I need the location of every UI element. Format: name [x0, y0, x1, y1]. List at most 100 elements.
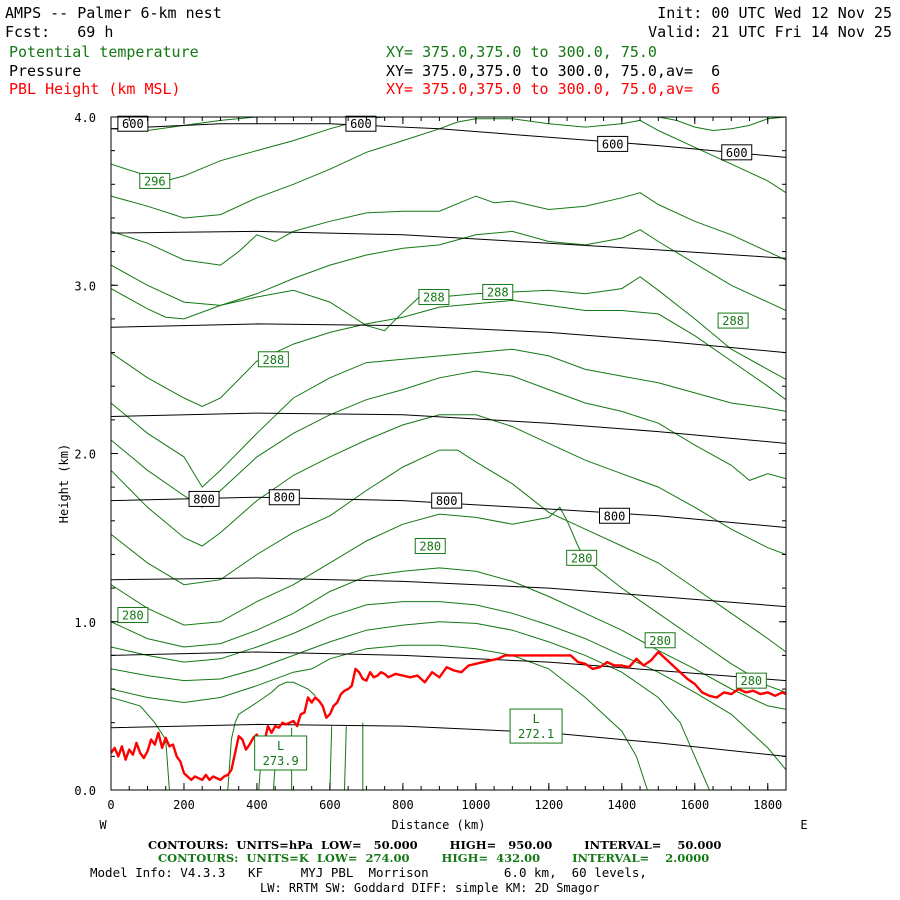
- x-tick-label-9: 1800: [753, 798, 782, 812]
- theta-label-0-text: 296: [144, 174, 166, 188]
- x-tick-label-4: 800: [392, 798, 414, 812]
- pressure-label-1: 600: [345, 115, 377, 132]
- y-tick-label-2: 2.0: [74, 448, 96, 462]
- pressure-label-4-box: [188, 490, 220, 507]
- theta-label-2-box: [482, 283, 514, 300]
- field-pbl-height: PBL Height (km MSL): [9, 80, 181, 98]
- theta-contour-15: [111, 621, 710, 790]
- pressure-label-3: 600: [721, 144, 753, 161]
- pressure-label-0-text: 600: [122, 117, 144, 131]
- x-tick-label-3: 600: [319, 798, 341, 812]
- plot-area: [111, 117, 786, 790]
- model-title: AMPS -- Palmer 6-km nest: [5, 4, 222, 22]
- theta-label-4-text: 288: [263, 353, 285, 367]
- footer-theta-contours: CONTOURS: UNITS=K LOW= 274.00 HIGH= 432.…: [158, 851, 710, 865]
- extremum-box-0: [509, 708, 563, 744]
- init-time: Init: 00 UTC Wed 12 Nov 25: [657, 4, 892, 22]
- pressure-contour-800: [111, 496, 786, 528]
- pressure-label-2-text: 600: [602, 137, 624, 151]
- theta-label-3-text: 288: [722, 314, 744, 328]
- valid-time: Valid: 21 UTC Fri 14 Nov 25: [648, 23, 892, 41]
- pressure-label-1-box: [345, 115, 377, 132]
- theta-label-6-text: 280: [571, 551, 593, 565]
- x-tick-label-0: 0: [107, 798, 114, 812]
- theta-contour-12: [111, 506, 786, 693]
- pressure-label-4-text: 800: [193, 492, 215, 506]
- pressure-contour-600: [111, 123, 786, 158]
- theta-label-0-box: [139, 172, 171, 189]
- x-axis-east-label: E: [800, 818, 807, 832]
- theta-contour-11: [111, 449, 786, 653]
- theta-contour-7: [111, 299, 786, 407]
- pressure-contour-850: [111, 577, 786, 608]
- theta-label-4-box: [257, 351, 289, 368]
- xy-line-2: XY= 375.0,375.0 to 300.0, 75.0,av= 6: [386, 62, 721, 80]
- plot-frame: [110, 116, 787, 791]
- pressure-label-5: 800: [268, 489, 300, 506]
- theta-contour-3: [111, 118, 786, 219]
- pressure-label-5-box: [268, 489, 300, 506]
- y-tick-label-1: 1.0: [74, 616, 96, 630]
- x-tick-label-6: 1200: [534, 798, 563, 812]
- theta-label-1-box: [418, 289, 450, 306]
- extremum-kind-0: L: [532, 712, 539, 726]
- theta-label-8: 280: [644, 632, 676, 649]
- theta-contour-5: [111, 229, 786, 311]
- pressure-label-7-box: [599, 507, 631, 524]
- theta-label-6: 280: [566, 549, 598, 566]
- theta-contour-8: [111, 348, 786, 488]
- xy-line-1: XY= 375.0,375.0 to 300.0, 75.0: [386, 43, 657, 61]
- pbl-height-line: [111, 650, 786, 782]
- pressure-label-6: 800: [431, 492, 463, 509]
- field-pressure: Pressure: [9, 62, 82, 80]
- pressure-contour-650: [111, 230, 786, 259]
- x-tick-label-5: 1000: [461, 798, 490, 812]
- pressure-label-7-text: 800: [604, 509, 626, 523]
- theta-contour-17: [111, 697, 170, 790]
- pressure-label-2: 600: [597, 135, 629, 152]
- pressure-label-4: 800: [188, 490, 220, 507]
- theta-contour-18: [227, 681, 316, 790]
- x-axis-west-label: W: [99, 818, 107, 832]
- y-tick-label-0: 0.0: [74, 784, 96, 798]
- pressure-contour-700: [111, 323, 786, 354]
- theta-label-7-text: 280: [122, 609, 144, 623]
- xy-line-3: XY= 375.0,375.0 to 300.0, 75.0,av= 6: [386, 80, 721, 98]
- field-potential-temperature: Potential temperature: [9, 43, 199, 61]
- footer-physics-info: LW: RRTM SW: Goddard DIFF: simple KM: 2D…: [260, 881, 600, 895]
- x-tick-label-2: 400: [246, 798, 268, 812]
- theta-label-7: 280: [117, 607, 149, 624]
- theta-contour-vertical-1: [329, 726, 333, 790]
- x-tick-label-1: 200: [173, 798, 195, 812]
- theta-label-3-box: [717, 312, 749, 329]
- theta-contour-vertical-2: [344, 726, 347, 790]
- theta-contour-9: [111, 370, 786, 508]
- theta-contour-10: [111, 414, 786, 555]
- x-tick-label-7: 1400: [607, 798, 636, 812]
- x-tick-label-8: 1600: [680, 798, 709, 812]
- theta-contour-2: [658, 117, 786, 132]
- footer-model-info: Model Info: V4.3.3 KF MYJ PBL Morrison 6…: [90, 865, 647, 880]
- pressure-label-3-text: 600: [726, 146, 748, 160]
- theta-label-9-text: 280: [740, 674, 762, 688]
- extremum-value-0: 272.1: [518, 727, 554, 741]
- theta-label-6-box: [566, 549, 598, 566]
- theta-label-7-box: [117, 607, 149, 624]
- theta-label-9-box: [735, 672, 767, 689]
- theta-label-0: 296: [139, 172, 171, 189]
- theta-contour-16: [111, 644, 648, 790]
- pressure-contour-750: [111, 412, 786, 444]
- theta-label-9: 280: [735, 672, 767, 689]
- y-axis-title: Height (km): [57, 444, 71, 523]
- forecast-hour: Fcst: 69 h: [5, 23, 114, 41]
- y-tick-label-3: 3.0: [74, 279, 96, 293]
- pressure-label-7: 800: [599, 507, 631, 524]
- theta-contour-4: [111, 192, 786, 266]
- extremum-kind-1: L: [277, 739, 284, 753]
- theta-label-2-text: 288: [487, 285, 509, 299]
- extremum-value-1: 273.9: [263, 754, 299, 768]
- theta-label-3: 288: [717, 312, 749, 329]
